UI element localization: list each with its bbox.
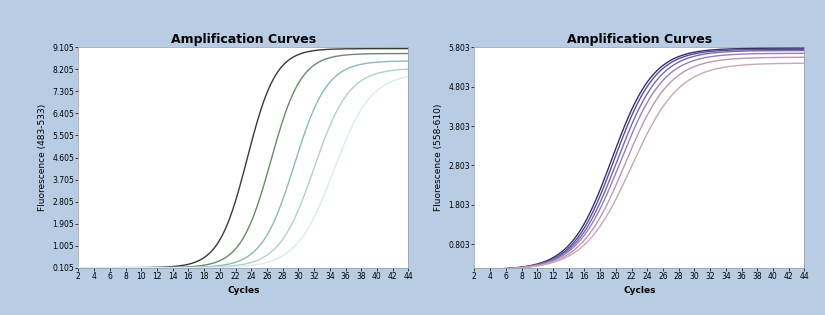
X-axis label: Cycles: Cycles xyxy=(227,286,260,295)
Y-axis label: Fluorescence (483-533): Fluorescence (483-533) xyxy=(38,104,47,211)
X-axis label: Cycles: Cycles xyxy=(623,286,656,295)
Title: Amplification Curves: Amplification Curves xyxy=(171,33,316,46)
Y-axis label: Fluorescence (558-610): Fluorescence (558-610) xyxy=(434,104,443,211)
Title: Amplification Curves: Amplification Curves xyxy=(567,33,712,46)
